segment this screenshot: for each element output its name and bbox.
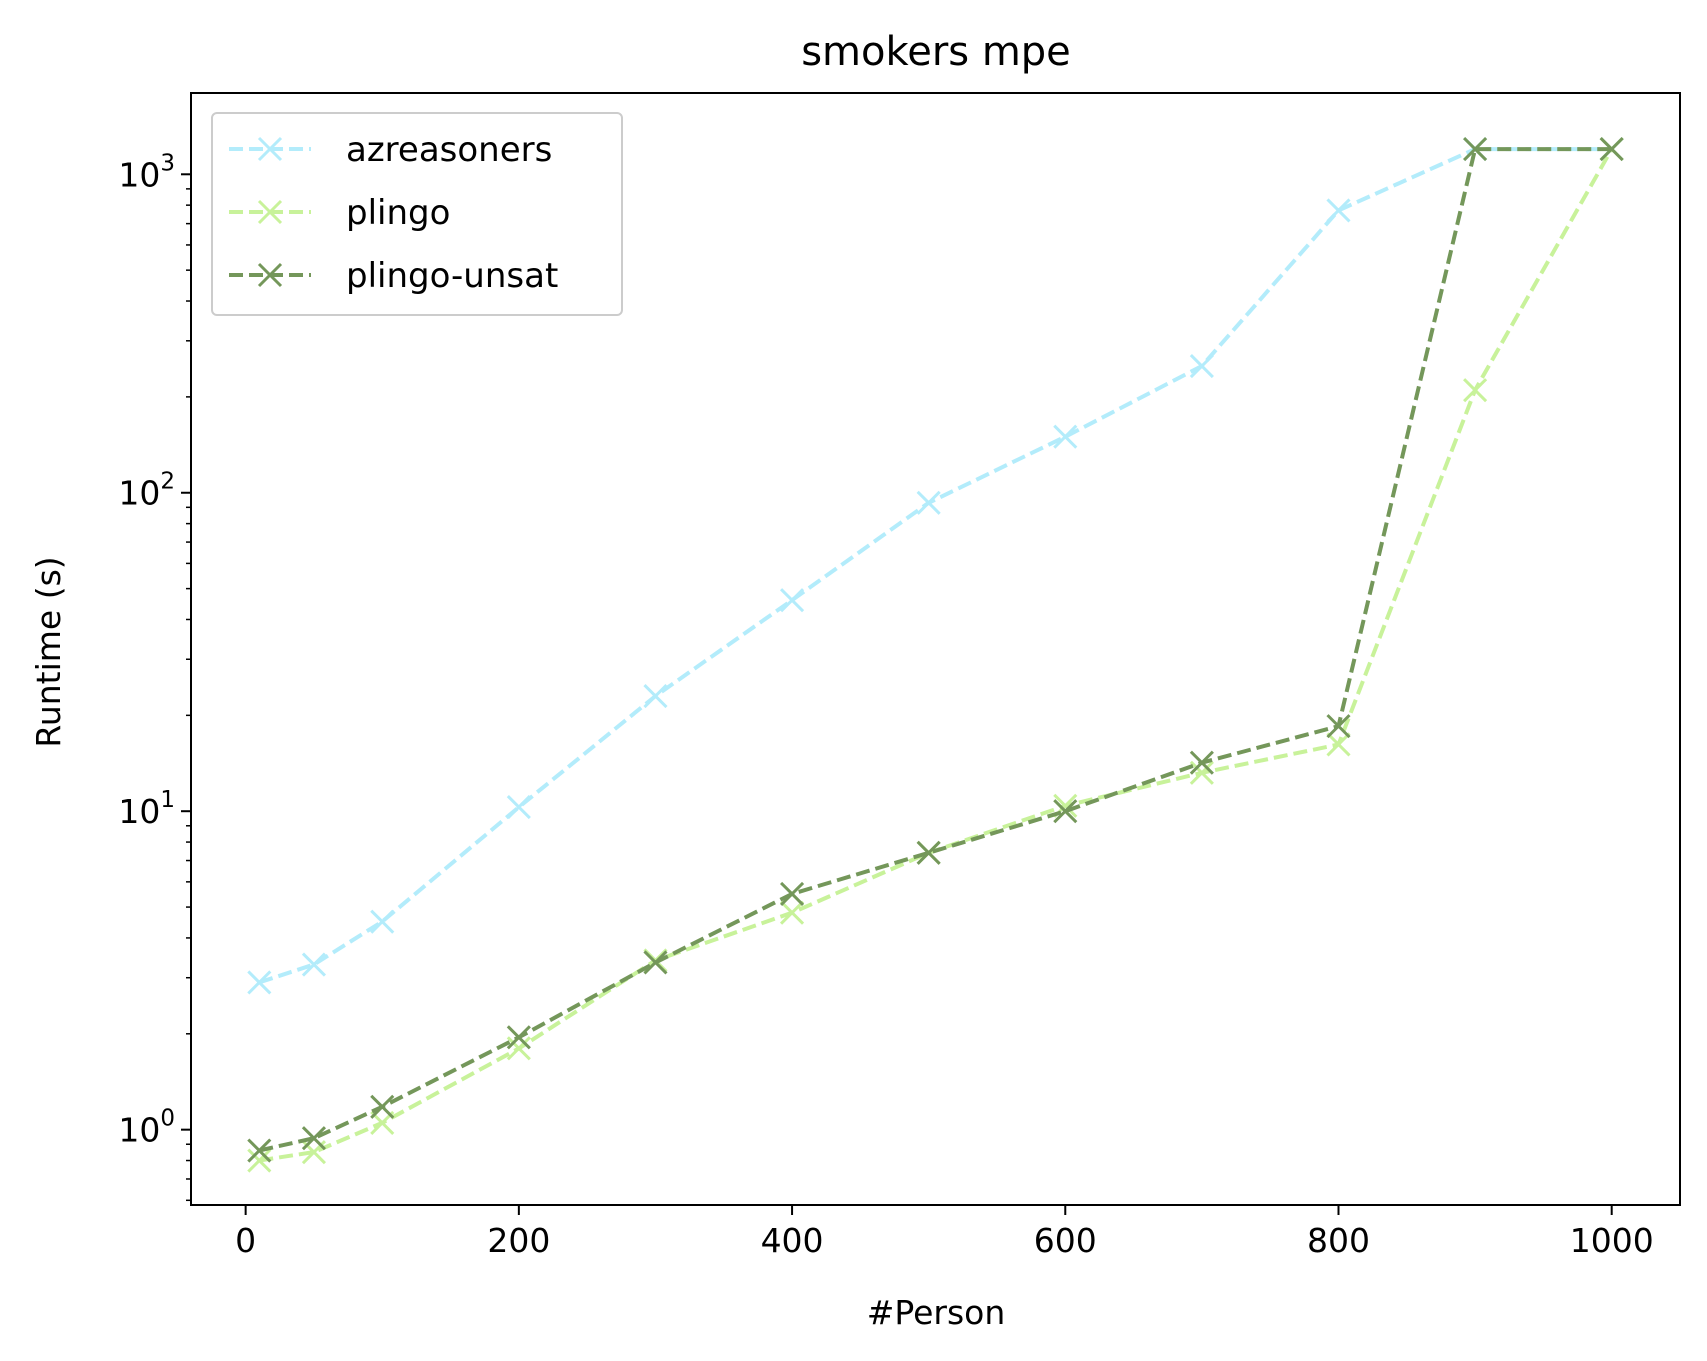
y-tick-label: 103 [118,150,175,194]
series-line-plingo [258,148,1614,1163]
y-tick-label: 102 [118,469,175,513]
data-point-plingo [1463,378,1488,403]
data-point-plingo [506,1036,531,1061]
data-point-plingo-unsat [1599,137,1624,162]
data-point-azreasoners [370,909,395,934]
data-point-plingo-unsat [916,840,941,865]
data-point-plingo [780,900,805,925]
data-point-plingo-unsat [1189,750,1214,775]
data-point-plingo-unsat [1053,799,1078,824]
x-tick-label: 0 [235,1221,256,1260]
legend-marker-icon [257,136,283,162]
y-tick-label: 100 [118,1106,175,1150]
legend-label: plingo [346,193,450,233]
x-tick-label: 600 [1034,1221,1097,1260]
chart-title: smokers mpe [801,29,1071,75]
data-point-plingo-unsat [780,881,805,906]
legend-box [211,112,623,316]
plot-area [247,137,1624,1173]
series-line-azreasoners [258,147,1612,985]
legend-item: plingo [229,193,450,233]
x-axis-label: #Person [867,1293,1006,1332]
data-point-plingo-unsat [370,1094,395,1119]
data-point-azreasoners [301,952,327,977]
data-point-azreasoners [916,490,941,515]
x-tick-label: 400 [761,1221,824,1260]
x-tick-label: 800 [1307,1221,1370,1260]
y-axis-label: Runtime (s) [29,556,68,747]
data-point-plingo [1189,760,1214,785]
legend-item: azreasoners [229,130,552,170]
data-point-plingo-unsat [643,950,668,975]
data-point-plingo-unsat [1326,714,1351,739]
legend-label: azreasoners [346,130,552,170]
data-point-plingo-unsat [301,1126,327,1151]
x-tick-label: 1000 [1570,1221,1654,1260]
data-point-azreasoners [1053,424,1078,449]
data-point-azreasoners [643,683,668,709]
data-point-plingo [1326,732,1351,757]
legend: azreasoners plingo plingo-unsat [211,112,623,316]
legend-marker-icon [257,262,283,288]
data-point-azreasoners [247,970,272,995]
data-point-azreasoners [1189,353,1214,379]
data-point-plingo-unsat [1463,137,1488,162]
data-point-plingo [247,1148,272,1173]
data-point-azreasoners [780,588,805,613]
legend-item: plingo-unsat [229,256,558,296]
data-point-azreasoners [1326,198,1351,223]
data-point-plingo-unsat [247,1138,272,1163]
legend-marker-icon [257,199,283,225]
legend-label: plingo-unsat [346,256,558,296]
x-tick-label: 200 [487,1221,550,1260]
series-line-plingo-unsat [258,147,1612,1153]
data-point-azreasoners [506,795,531,820]
plot-frame [190,92,1681,1206]
data-point-plingo-unsat [506,1025,531,1050]
